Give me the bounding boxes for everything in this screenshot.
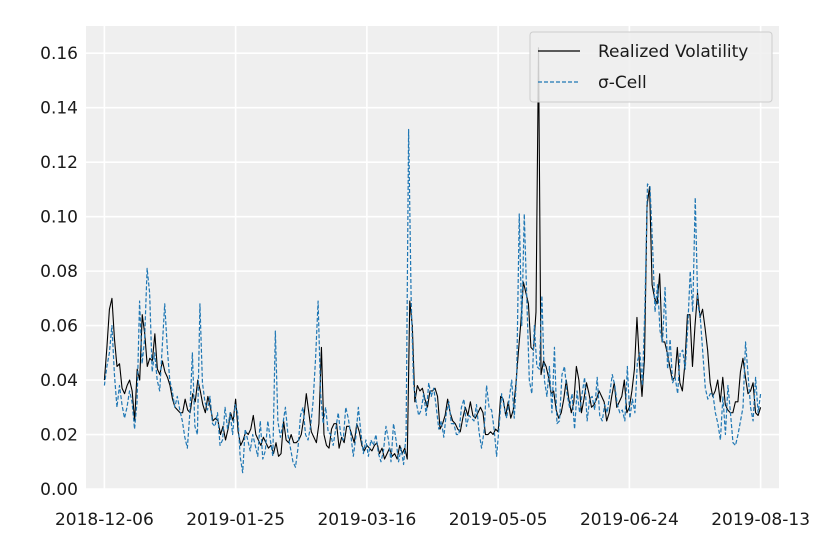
y-tick-label: 0.12: [40, 153, 78, 173]
plot-background: [86, 26, 779, 489]
x-tick-label: 2019-05-05: [449, 510, 548, 530]
y-tick-label: 0.14: [40, 99, 78, 119]
legend-box: [529, 31, 773, 103]
legend-label-sigma-cell: σ-Cell: [598, 73, 647, 93]
x-tick-label: 2019-03-16: [317, 510, 416, 530]
x-tick-label: 2019-06-24: [580, 510, 679, 530]
y-tick-label: 0.08: [40, 262, 78, 282]
y-tick-label: 0.10: [40, 208, 78, 228]
series-lines: [103, 47, 762, 474]
y-tick-label: 0.06: [40, 317, 78, 337]
grid-lines: [86, 26, 779, 490]
legend-label-realized-volatility: Realized Volatility: [598, 42, 748, 62]
y-tick-label: 0.02: [40, 426, 78, 446]
y-tick-label: 0.04: [40, 371, 78, 391]
y-tick-label: 0.16: [40, 44, 78, 64]
legend: Realized Volatility σ-Cell: [529, 31, 773, 103]
y-tick-label: 0.00: [40, 480, 78, 500]
series-line-realized-volatility: [103, 47, 762, 460]
x-axis-ticks: 2018-12-06 2019-01-25 2019-03-16 2019-05-05…: [55, 510, 810, 530]
series-line-sigma-cell: [103, 128, 762, 474]
x-tick-label: 2019-01-25: [186, 510, 285, 530]
x-tick-label: 2019-08-13: [711, 510, 810, 530]
y-axis-ticks: 0.00 0.02 0.04 0.06 0.08 0.10 0.12 0.14 0.16: [40, 44, 78, 500]
x-tick-label: 2018-12-06: [55, 510, 154, 530]
